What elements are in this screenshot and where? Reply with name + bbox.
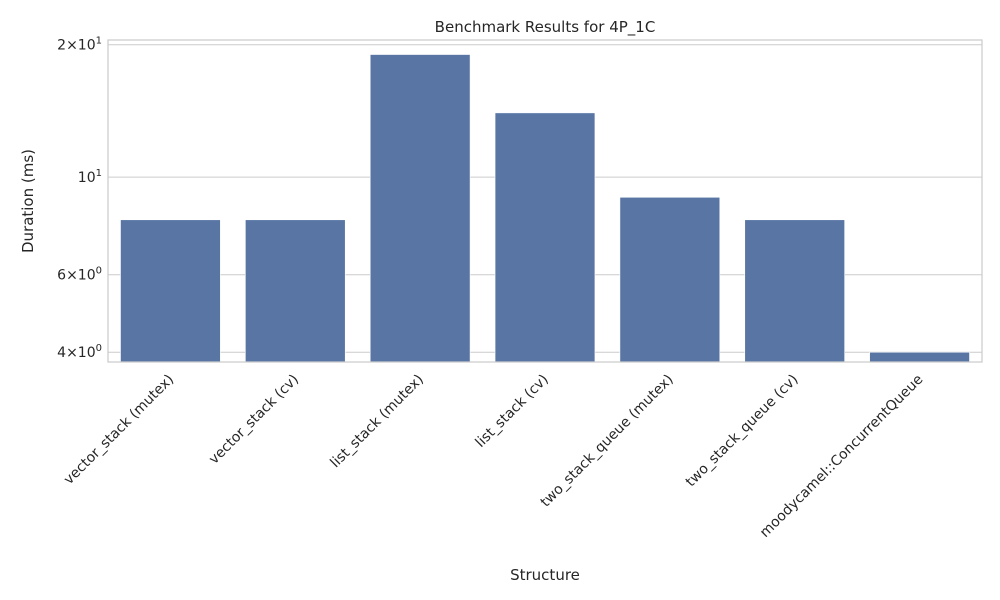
y-tick-label: 101 (78, 168, 102, 186)
chart-title: Benchmark Results for 4P_1C (435, 18, 656, 37)
plot-frame (107, 39, 983, 363)
x-tick-label: two_stack_queue (cv) (683, 372, 802, 491)
y-tick-label: 6×100 (57, 266, 102, 284)
bar (120, 219, 221, 363)
x-tick-label: vector_stack (mutex) (61, 372, 177, 488)
y-tick-labels: 4×100 6×100 101 2×101 (57, 36, 102, 361)
bar (494, 112, 596, 363)
bars (120, 54, 970, 363)
x-tick-label: list_stack (cv) (473, 372, 552, 451)
y-axis-label: Duration (ms) (19, 149, 37, 253)
bar (369, 54, 471, 363)
x-axis-label: Structure (510, 566, 580, 584)
x-tick-label: vector_stack (cv) (206, 372, 302, 468)
bar (744, 219, 845, 363)
bar (245, 219, 346, 363)
x-tick-label: two_stack_queue (mutex) (538, 372, 677, 511)
x-tick-labels: vector_stack (mutex) vector_stack (cv) lis… (61, 372, 927, 541)
y-tick-label: 4×100 (57, 343, 102, 361)
y-tick-label: 2×101 (57, 36, 102, 54)
bar (619, 196, 721, 363)
x-tick-label: list_stack (mutex) (327, 372, 427, 472)
bar (869, 351, 970, 363)
